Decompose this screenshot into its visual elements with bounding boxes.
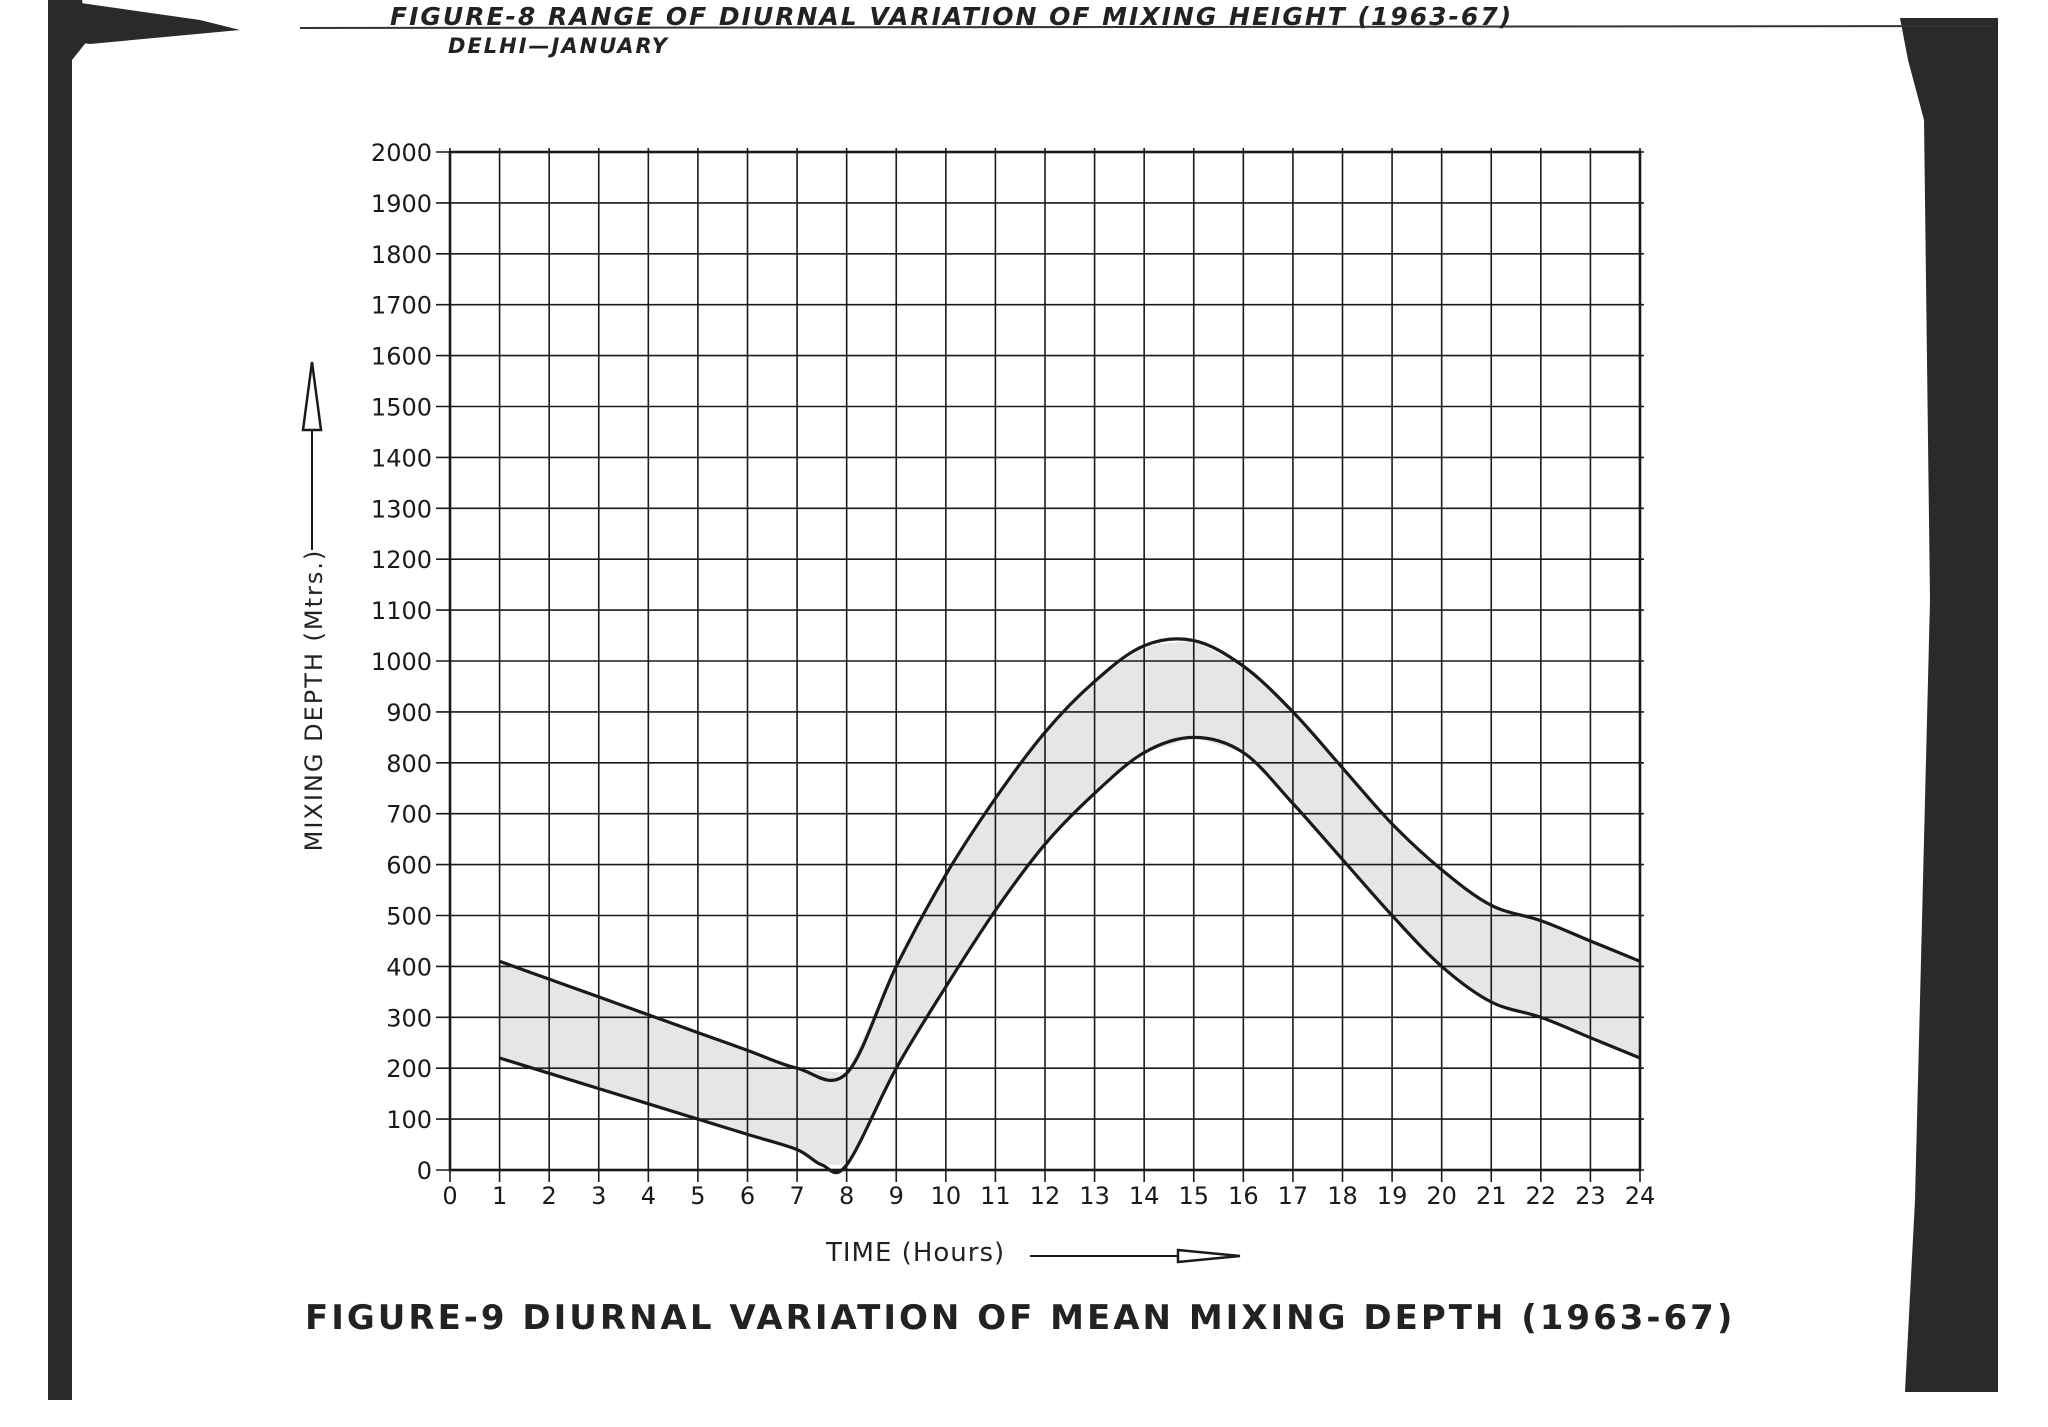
x-tick-label: 9 — [889, 1182, 904, 1210]
x-tick-label: 4 — [641, 1182, 656, 1210]
x-tick-label: 6 — [740, 1182, 755, 1210]
figure-9-caption: FIGURE-9 DIURNAL VARIATION OF MEAN MIXIN… — [305, 1298, 1736, 1338]
plot-frame — [448, 150, 1642, 1172]
x-tick-label: 5 — [690, 1182, 705, 1210]
x-tick-label: 21 — [1476, 1182, 1507, 1210]
y-tick-label: 1200 — [371, 546, 432, 574]
y-tick-label: 200 — [386, 1055, 432, 1083]
x-tick-label: 10 — [931, 1182, 962, 1210]
y-tick-label: 700 — [386, 801, 432, 829]
x-tick-label: 15 — [1178, 1182, 1209, 1210]
x-tick-label: 1 — [492, 1182, 507, 1210]
figure-8-title: FIGURE-8 RANGE OF DIURNAL VARIATION OF M… — [390, 2, 1514, 31]
y-tick-label: 900 — [386, 699, 432, 727]
x-tick-labels: 0 1 2 3 4 5 6 7 8 9 10 11 12 13 14 15 16 17 18 19 20 21 22 23 24 — [442, 1182, 1655, 1210]
y-tick-label: 1800 — [371, 241, 432, 269]
x-tick-label: 24 — [1625, 1182, 1656, 1210]
y-tick-label: 1400 — [371, 444, 432, 472]
y-tick-label: 1500 — [371, 394, 432, 422]
y-tick-label: 0 — [417, 1157, 432, 1185]
x-tick-label: 17 — [1278, 1182, 1309, 1210]
x-tick-label: 13 — [1079, 1182, 1110, 1210]
x-tick-label: 19 — [1377, 1182, 1408, 1210]
x-tick-label: 20 — [1426, 1182, 1457, 1210]
y-tick-label: 1900 — [371, 190, 432, 218]
x-tick-label: 3 — [591, 1182, 606, 1210]
left-scan-shadow — [48, 0, 88, 1400]
x-tick-label: 7 — [789, 1182, 804, 1210]
y-tick-label: 800 — [386, 750, 432, 778]
x-tick-label: 18 — [1327, 1182, 1358, 1210]
series-lines — [499, 637, 1641, 1175]
y-tick-labels: 0 100 200 300 400 500 600 700 800 900 1000 1100 1200… — [371, 139, 432, 1185]
y-tick-label: 500 — [386, 903, 432, 931]
x-axis-label: TIME (Hours) — [826, 1238, 1006, 1268]
range-band — [499, 640, 1640, 1165]
x-tick-label: 22 — [1526, 1182, 1557, 1210]
axis-arrows — [301, 361, 1241, 1264]
x-tick-label: 2 — [542, 1182, 557, 1210]
x-tick-label: 23 — [1575, 1182, 1606, 1210]
y-tick-label: 1000 — [371, 648, 432, 676]
top-left-fold — [60, 0, 240, 44]
lower-curve — [499, 735, 1641, 1175]
x-tick-label: 16 — [1228, 1182, 1259, 1210]
y-tick-label: 2000 — [371, 139, 432, 167]
right-scan-shadow — [1900, 18, 1998, 1392]
y-arrow-head — [301, 361, 323, 432]
x-tick-label: 8 — [839, 1182, 854, 1210]
y-tick-label: 1600 — [371, 343, 432, 371]
y-tick-label: 600 — [386, 852, 432, 880]
chart-grid — [436, 148, 1644, 1182]
range-band-fill — [499, 640, 1640, 1165]
header-rule — [299, 25, 1996, 29]
y-tick-label: 100 — [386, 1106, 432, 1134]
y-tick-label: 1700 — [371, 292, 432, 320]
y-axis-label: MIXING DEPTH (Mtrs.) — [300, 548, 328, 852]
y-tick-label: 1100 — [371, 597, 432, 625]
upper-curve — [499, 637, 1641, 1082]
y-tick-label: 1300 — [371, 495, 432, 523]
x-tick-label: 11 — [980, 1182, 1011, 1210]
x-tick-label: 14 — [1129, 1182, 1160, 1210]
x-arrow-head — [1176, 1248, 1241, 1264]
figure-8-subtitle: DELHI—JANUARY — [448, 34, 669, 58]
y-tick-label: 300 — [386, 1004, 432, 1032]
x-tick-label: 0 — [442, 1182, 457, 1210]
y-tick-label: 400 — [386, 953, 432, 981]
x-tick-label: 12 — [1030, 1182, 1061, 1210]
